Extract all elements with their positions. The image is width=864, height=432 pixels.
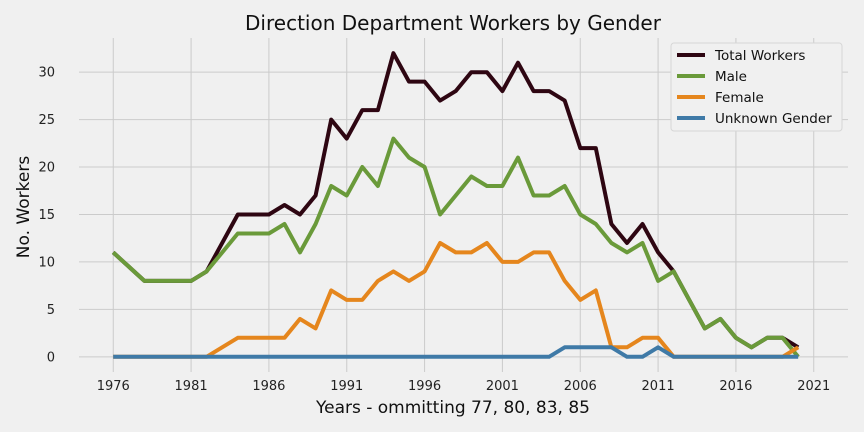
x-tick-label: 1996 xyxy=(408,379,441,394)
y-tick-label: 10 xyxy=(38,255,55,270)
legend-label-female: Female xyxy=(715,90,764,106)
x-tick-label: 1981 xyxy=(175,379,208,394)
y-tick-labels: 0 5 10 15 20 25 30 xyxy=(38,66,55,366)
y-axis-label: No. Workers xyxy=(14,156,34,259)
y-tick-label: 30 xyxy=(38,66,55,81)
series-line-unknown-gender xyxy=(113,345,799,359)
x-tick-label: 1986 xyxy=(252,379,285,394)
x-tick-label: 1991 xyxy=(330,379,363,394)
y-tick-label: 0 xyxy=(47,350,55,365)
legend-box xyxy=(670,42,843,132)
x-tick-label: 2021 xyxy=(797,379,830,394)
x-tick-label: 1976 xyxy=(97,379,130,394)
x-tick-labels: 1976 1981 1986 1991 1996 2001 2006 2011 2016 2021 xyxy=(97,379,831,394)
legend-label-male: Male xyxy=(715,69,747,85)
series-line-male xyxy=(111,136,800,359)
chart-title: Direction Department Workers by Gender xyxy=(245,11,662,35)
legend: Total Workers Male Female Unknown Gender xyxy=(670,42,843,132)
x-tick-label: 2001 xyxy=(486,379,519,394)
legend-label-unknown-gender: Unknown Gender xyxy=(715,111,832,127)
legend-label-total-workers: Total Workers xyxy=(714,48,805,64)
y-tick-label: 20 xyxy=(38,161,55,176)
x-axis-label: Years - ommitting 77, 80, 83, 85 xyxy=(315,398,590,418)
x-tick-label: 2011 xyxy=(642,379,675,394)
series-lines xyxy=(111,51,800,359)
y-tick-label: 15 xyxy=(38,208,55,223)
x-tick-label: 2006 xyxy=(564,379,597,394)
x-tick-label: 2016 xyxy=(719,379,752,394)
y-tick-label: 5 xyxy=(47,303,55,318)
y-tick-label: 25 xyxy=(38,113,55,128)
